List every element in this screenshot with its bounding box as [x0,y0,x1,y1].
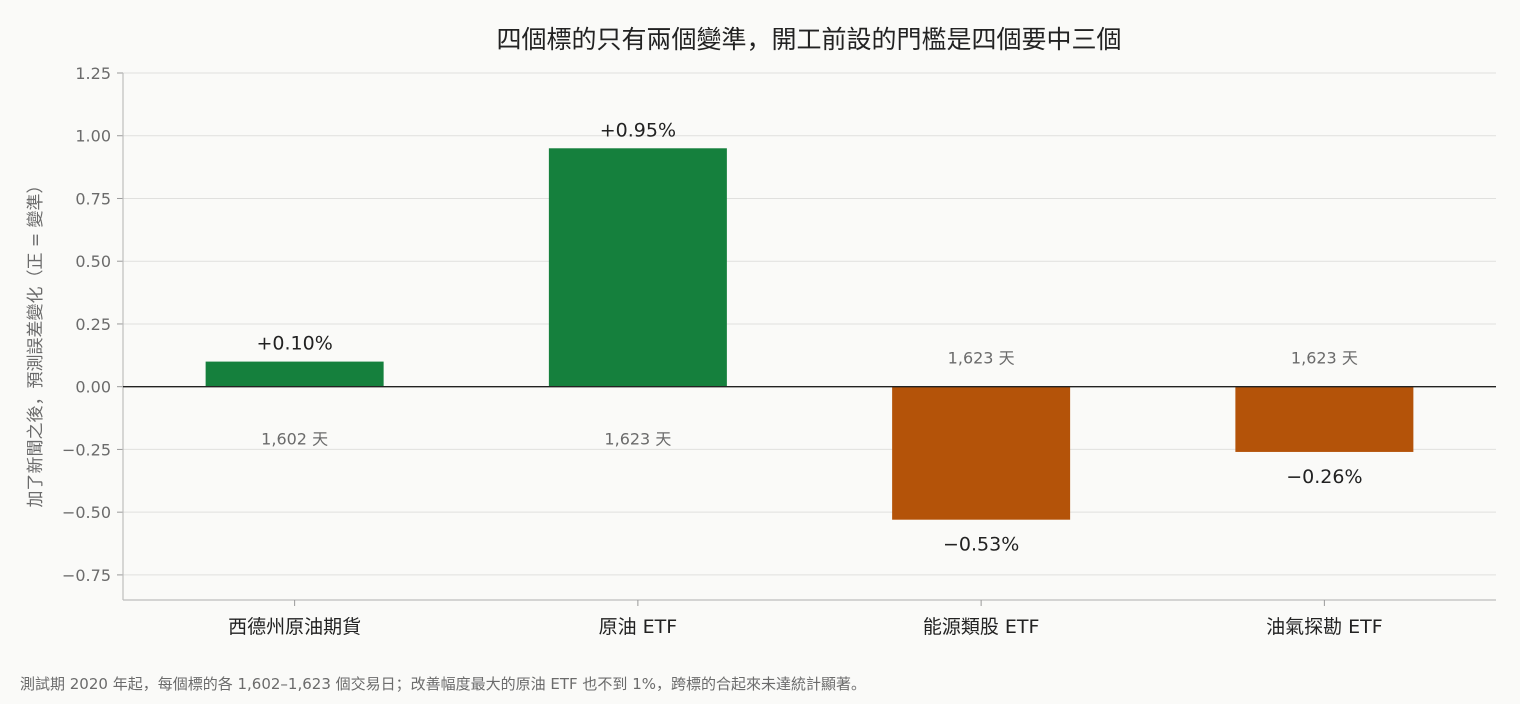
y-tick-label: 1.25 [75,64,111,83]
data-labels: +0.10% 1,602 天 +0.95% 1,623 天 −0.53% 1,623 天 −… [256,119,1362,555]
x-tick-label: 能源類股 ETF [923,616,1040,638]
footnote: 測試期 2020 年起，每個標的各 1,602–1,623 個交易日；改善幅度最… [20,675,867,693]
y-tick-label: 0.00 [75,378,111,397]
grid-lines [123,72,1496,576]
y-tick-label: 0.50 [75,252,111,271]
axes: 1.25 1.00 0.75 0.50 0.25 0.00 −0.25 −0.50 −0.75 西… [62,64,1496,638]
x-tick-label: 原油 ETF [599,616,678,638]
value-label: −0.26% [1286,466,1362,488]
bar-3 [892,386,1071,520]
y-tick-label: −0.50 [62,503,111,522]
value-label: +0.10% [256,333,332,355]
bar-1 [205,361,384,387]
x-tick-label: 西德州原油期貨 [228,616,361,638]
chart-title: 四個標的只有兩個變準，開工前設的門檻是四個要中三個 [496,25,1121,54]
y-tick-label: −0.25 [62,440,111,459]
bar-2 [548,148,727,387]
day-count-label: 1,623 天 [948,349,1015,368]
value-label: +0.95% [600,119,676,141]
day-count-label: 1,623 天 [604,430,671,449]
day-count-label: 1,602 天 [261,430,328,449]
x-tick-label: 油氣探勘 ETF [1266,616,1383,638]
y-tick-label: 0.25 [75,315,111,334]
value-label: −0.53% [943,534,1019,556]
bars [205,148,1414,520]
y-tick-label: −0.75 [62,566,111,585]
y-axis-label: 加了新聞之後，預測誤差變化（正 = 變準） [26,176,46,507]
y-tick-label: 1.00 [75,127,111,146]
y-tick-label: 0.75 [75,189,111,208]
bar-4 [1235,386,1414,452]
day-count-label: 1,623 天 [1291,349,1358,368]
